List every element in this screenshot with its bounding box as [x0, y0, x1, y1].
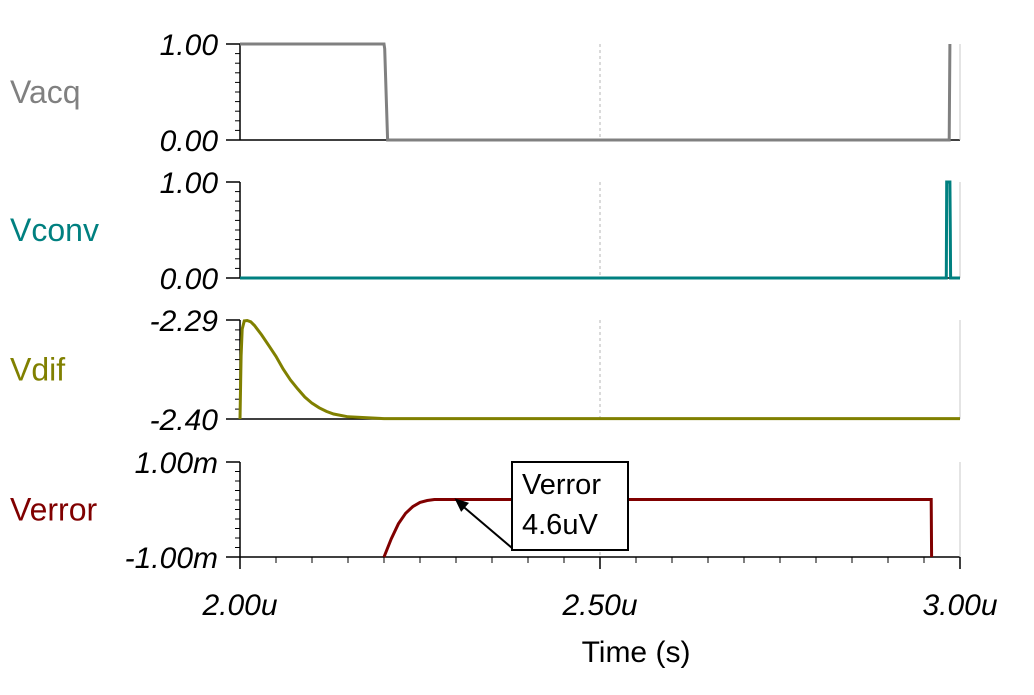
traces — [238, 42, 960, 558]
x-tick-label: 2.50u — [561, 589, 637, 622]
vconv-trace — [240, 180, 960, 280]
vdif-trace — [238, 318, 960, 421]
vdif-trace-name: Vdif — [10, 352, 65, 388]
x-tick-label: 3.00u — [922, 589, 997, 622]
vdif-ytick-top: -2.29 — [150, 305, 219, 338]
vconv-ytick-top: 1.00 — [160, 167, 219, 200]
vacq-ytick-bottom: 0.00 — [160, 125, 219, 158]
vacq-trace-name: Vacq — [10, 74, 81, 110]
vacq-trace — [240, 42, 952, 142]
callout-line: Verror — [522, 469, 601, 501]
verror-trace — [382, 498, 934, 558]
vconv-trace-name: Vconv — [10, 212, 99, 248]
x-axis-title: Time (s) — [582, 636, 691, 669]
labels: 1.00 0.00 Vacq 1.00 0.00 Vconv -2.29 -2.40 Vdif 1… — [10, 29, 998, 669]
callout-line: 4.6uV — [522, 509, 598, 541]
verror-trace-name: Verror — [10, 492, 97, 528]
vacq-ytick-top: 1.00 — [160, 29, 219, 62]
vdif-ytick-bottom: -2.40 — [150, 404, 219, 437]
verror-ytick-top: 1.00m — [135, 447, 218, 480]
callout-leader — [461, 504, 513, 549]
callout: Verror 4.6uV — [454, 461, 629, 551]
verror-ytick-bottom: -1.00m — [125, 542, 218, 575]
x-tick-label: 2.00u — [201, 589, 277, 622]
callout-box — [511, 461, 629, 551]
callout-arrowhead — [454, 498, 469, 512]
vconv-ytick-bottom: 0.00 — [160, 263, 219, 296]
